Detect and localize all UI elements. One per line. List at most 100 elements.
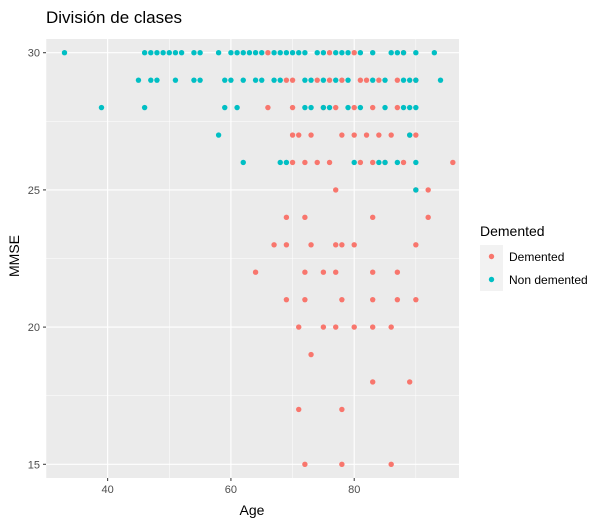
legend-label-demented: Demented xyxy=(509,250,564,264)
point-demented xyxy=(339,296,345,303)
point-demented xyxy=(302,461,308,467)
point-non-demented xyxy=(382,104,388,111)
point-non-demented xyxy=(382,159,388,166)
point-demented xyxy=(289,77,296,83)
point-non-demented xyxy=(296,50,302,56)
point-demented xyxy=(394,269,401,275)
point-demented xyxy=(351,242,357,248)
point-demented xyxy=(289,132,296,138)
point-non-demented xyxy=(289,50,296,56)
point-demented xyxy=(450,159,456,166)
point-non-demented xyxy=(61,50,68,56)
y-tick-label: 25 xyxy=(28,185,40,197)
point-non-demented xyxy=(98,104,105,111)
point-non-demented xyxy=(333,77,339,83)
point-demented xyxy=(308,132,314,138)
point-non-demented xyxy=(394,50,401,56)
point-demented xyxy=(333,324,339,330)
point-demented xyxy=(333,104,339,111)
point-non-demented xyxy=(382,77,388,83)
data-points xyxy=(61,50,456,467)
point-demented xyxy=(289,104,296,111)
point-non-demented xyxy=(339,50,345,56)
point-demented xyxy=(413,296,419,303)
chart-title: División de clases xyxy=(46,8,182,27)
point-demented xyxy=(333,242,339,248)
point-non-demented xyxy=(406,132,413,138)
point-non-demented xyxy=(197,77,203,83)
point-demented xyxy=(370,214,376,221)
legend-marker-non-demented xyxy=(488,276,495,283)
x-axis-title: Age xyxy=(240,502,265,518)
point-non-demented xyxy=(277,50,283,56)
point-non-demented xyxy=(215,50,222,56)
point-demented xyxy=(339,132,345,138)
legend: Demented Demented Non demented xyxy=(480,223,588,291)
point-demented xyxy=(296,324,302,330)
point-non-demented xyxy=(413,50,419,56)
point-non-demented xyxy=(240,50,246,56)
point-non-demented xyxy=(252,77,259,83)
point-demented xyxy=(370,269,376,275)
point-demented xyxy=(339,406,345,413)
point-non-demented xyxy=(234,104,240,111)
point-non-demented xyxy=(141,50,148,56)
point-non-demented xyxy=(394,159,401,166)
point-demented xyxy=(370,296,376,303)
point-non-demented xyxy=(302,50,308,56)
point-demented xyxy=(320,269,327,275)
point-demented xyxy=(302,269,308,275)
point-non-demented xyxy=(148,77,154,83)
point-non-demented xyxy=(345,50,351,56)
point-demented xyxy=(283,242,290,248)
x-tick-label: 40 xyxy=(102,484,114,496)
point-non-demented xyxy=(400,104,407,111)
point-demented xyxy=(289,159,296,166)
point-non-demented xyxy=(222,77,228,83)
point-non-demented xyxy=(320,77,327,83)
point-demented xyxy=(283,214,290,221)
legend-marker-demented xyxy=(488,253,495,260)
point-demented xyxy=(308,242,314,248)
point-demented xyxy=(394,77,401,83)
point-demented xyxy=(370,104,376,111)
y-tick-label: 30 xyxy=(28,48,40,60)
point-non-demented xyxy=(148,50,154,56)
point-non-demented xyxy=(406,104,413,111)
x-axis-ticks: 40 60 80 xyxy=(102,478,360,496)
point-non-demented xyxy=(302,104,308,111)
point-non-demented xyxy=(413,187,419,193)
point-demented xyxy=(388,324,394,330)
point-demented xyxy=(314,159,320,166)
legend-title: Demented xyxy=(480,223,545,239)
point-non-demented xyxy=(154,77,160,83)
point-non-demented xyxy=(308,104,314,111)
point-demented xyxy=(357,159,364,166)
point-non-demented xyxy=(437,77,444,83)
point-non-demented xyxy=(400,77,407,83)
point-non-demented xyxy=(172,50,179,56)
point-demented xyxy=(339,461,345,467)
point-demented xyxy=(394,104,401,111)
point-non-demented xyxy=(400,50,407,56)
point-non-demented xyxy=(413,159,419,166)
point-demented xyxy=(302,296,308,303)
x-tick-label: 60 xyxy=(225,484,237,496)
point-non-demented xyxy=(135,77,142,83)
point-non-demented xyxy=(302,77,308,83)
point-non-demented xyxy=(406,77,413,83)
point-non-demented xyxy=(370,77,376,83)
point-demented xyxy=(339,242,345,248)
point-non-demented xyxy=(160,50,166,56)
point-demented xyxy=(351,50,357,56)
point-non-demented xyxy=(191,50,197,56)
point-non-demented xyxy=(252,50,259,56)
point-non-demented xyxy=(314,50,320,56)
point-non-demented xyxy=(234,50,240,56)
point-demented xyxy=(376,132,382,138)
point-demented xyxy=(376,77,382,83)
point-demented xyxy=(302,214,308,221)
point-non-demented xyxy=(222,104,228,111)
point-demented xyxy=(394,296,401,303)
point-non-demented xyxy=(228,50,234,56)
